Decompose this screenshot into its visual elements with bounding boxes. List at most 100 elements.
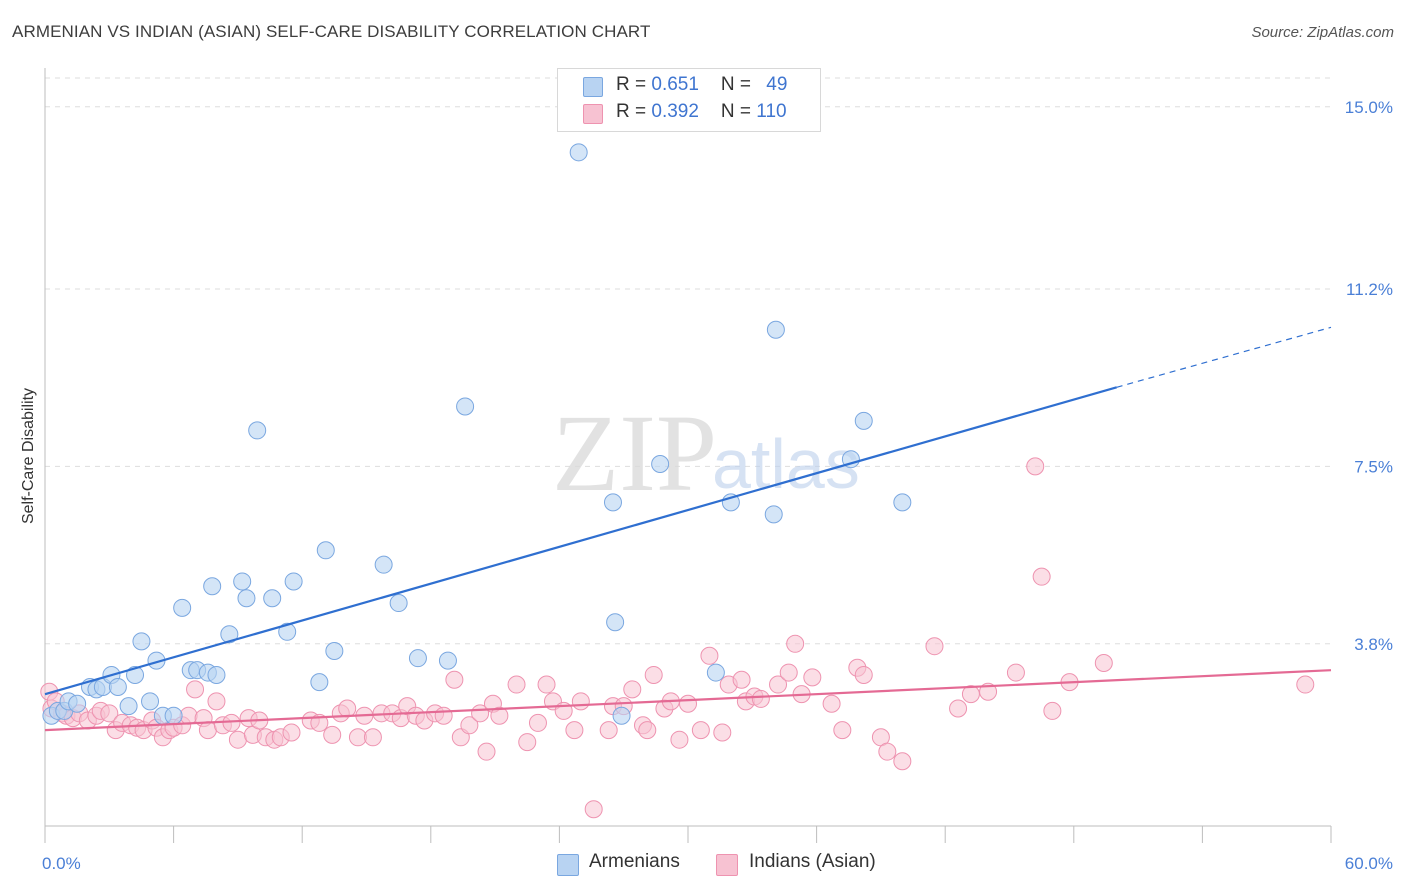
indian-point [751,689,770,708]
indian-point [803,668,822,687]
legend-n-label: N = [720,101,757,122]
legend-label-armenians: Armenians [589,851,680,872]
indian-point [700,646,719,665]
indian-point [207,692,226,711]
armenian-point [603,493,622,512]
armenian-point [203,577,222,596]
armenian-point [408,649,427,668]
legend-row-armenians: R = 0.651 N = 49 [583,74,787,100]
indian-point [228,730,247,749]
indian-point [179,706,198,725]
armenian-point [325,641,344,660]
indian-point [854,665,873,684]
legend-label-indians: Indians (Asian) [749,851,876,872]
indian-point [670,730,689,749]
indian-point [1296,675,1315,694]
indian-point [893,752,912,771]
indian-point [528,713,547,732]
indian-point [1006,663,1025,682]
armenian-point [132,632,151,651]
legend-swatch-armenians [583,77,603,97]
indian-point [445,670,464,689]
indian-point [732,670,751,689]
armenian-point [606,613,625,632]
armenian-point [651,454,670,473]
armenian-trend-line [44,386,1117,696]
indian-point [222,713,241,732]
armenian-point [316,541,335,560]
armenian-point [438,651,457,670]
legend-n-value: 49 [766,74,788,95]
indian-point [623,680,642,699]
armenian-point [233,572,252,591]
y-axis-title: Self-Care Disability [20,388,37,524]
indian-point [769,675,788,694]
legend-swatch-indians [583,104,603,124]
watermark-zip: ZIP [552,392,717,514]
indian-point [310,713,329,732]
trend-lines [44,326,1332,732]
armenian-point [248,421,267,440]
indian-point [638,721,657,740]
y-tick-labels: 3.8% 7.5% 11.2% 15.0% [1345,98,1393,654]
armenian-point [263,589,282,608]
indian-point [679,694,697,713]
armenian-point [278,622,297,641]
legend-row-indians: R = 0.392 N = 110 [583,101,787,127]
indian-point [100,704,119,723]
indian-point [518,733,537,752]
armenian-point [612,706,631,725]
legend-n-value: 110 [756,101,787,122]
indian-point [186,680,205,699]
indian-point [537,675,556,694]
indian-point [490,706,509,725]
x-tick-label: 60.0% [1345,854,1393,873]
armenian-point [220,625,239,644]
indian-point [822,694,841,713]
armenian-point [141,692,160,711]
armenian-point [456,397,475,416]
y-tick-label: 7.5% [1354,457,1393,476]
armenian-point [389,594,408,613]
legend-r-value: 0.651 [651,74,699,95]
legend-r-label: R = [616,101,652,122]
armenian-point [893,493,912,512]
indian-point [599,721,618,740]
indian-point [338,699,357,718]
indian-point [713,723,732,742]
y-tick-label: 15.0% [1345,98,1393,117]
legend-n-label: N = [720,74,757,95]
indian-point [691,721,710,740]
y-tick-label: 3.8% [1354,635,1393,654]
armenian-point [284,572,303,591]
indian-point [323,725,342,744]
indian-point [1032,567,1051,586]
indian-point [1026,457,1045,476]
indian-point [949,699,968,718]
armenian-point [119,697,138,716]
indian-point [584,800,603,819]
armenian-point [569,143,588,162]
indian-point [477,742,496,761]
gridlines [45,77,1331,645]
indian-point [779,663,798,682]
indian-point [786,634,805,653]
indian-point [1094,653,1113,672]
source-credit: Source: ZipAtlas.com [1251,24,1394,41]
indian-point [571,692,590,711]
indian-point [833,721,852,740]
legend-r-value: 0.392 [651,101,699,122]
legend-r-label: R = [616,74,652,95]
indian-point [1043,701,1062,720]
armenian-point [374,555,393,574]
indian-point [644,665,663,684]
indian-point [925,637,944,656]
indian-point [198,721,217,740]
x-tick-labels: 0.0% 60.0% [42,854,1393,873]
indian-trend-line [44,669,1332,732]
armenian-point [207,665,226,684]
series-legend: Armenians Indians (Asian) [0,851,1406,881]
armenian-point [854,411,873,430]
indian-point [434,706,453,725]
armenian-point [841,450,860,469]
